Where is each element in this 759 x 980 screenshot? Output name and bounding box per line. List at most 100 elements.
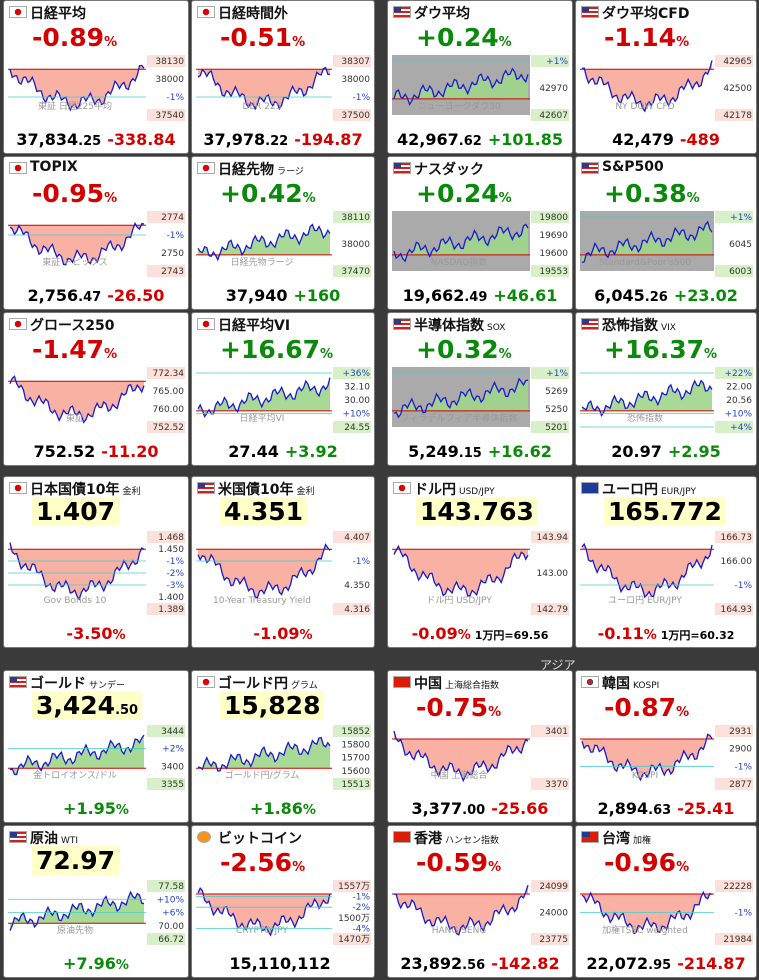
tile-title: 香港 ハンセン指数 bbox=[414, 828, 499, 848]
change: -0.11% bbox=[597, 624, 657, 643]
flag-icon bbox=[393, 676, 411, 688]
chart-area bbox=[582, 892, 712, 934]
market-name: 米国債10年 bbox=[218, 482, 294, 498]
axis-label: 2750 bbox=[161, 249, 184, 259]
axis-label-bg bbox=[531, 265, 569, 277]
market-tile: ダウ平均CFD -1.14% NY DOW CFD 42965 42500 42178 42… bbox=[575, 0, 757, 154]
change: +1.95% bbox=[63, 799, 129, 818]
market-name: 日経平均VI bbox=[218, 318, 291, 334]
market-name: TOPIX bbox=[30, 159, 78, 175]
watermark: 恐怖指数 bbox=[627, 412, 663, 424]
axis-label: +36% bbox=[342, 369, 370, 379]
headline: -0.89% bbox=[32, 23, 118, 52]
flag-icon bbox=[581, 6, 599, 18]
axis-label-bg bbox=[715, 603, 753, 615]
flag-icon bbox=[393, 831, 411, 843]
axis-label: 1.389 bbox=[158, 605, 184, 615]
axis-label: 38000 bbox=[341, 240, 370, 250]
axis-label-bg bbox=[147, 880, 185, 892]
tile-title: グロース250 bbox=[30, 315, 115, 335]
headline: 143.763 bbox=[416, 497, 538, 526]
bottom-row: 5,249.15 +16.62 bbox=[388, 442, 572, 461]
price-line bbox=[197, 66, 331, 111]
price: 37,940 bbox=[225, 286, 288, 305]
price-line bbox=[197, 223, 331, 262]
axis-label-bg bbox=[531, 778, 569, 790]
flag-icon bbox=[9, 831, 27, 843]
bottom-row: 2,894.63 -25.41 bbox=[576, 799, 756, 818]
axis-label-bg bbox=[715, 421, 753, 433]
change: -194.87 bbox=[294, 130, 363, 149]
mini-chart: 東証 772.34 765.00 760.00 752.52 bbox=[8, 367, 185, 433]
change: +46.61 bbox=[493, 286, 558, 305]
axis-label: 1.450 bbox=[158, 545, 184, 555]
market-tile: 日経平均VI +16.67% 日経平均VI +36% 32.10 30.00 +10% 24.… bbox=[191, 312, 375, 466]
headline: -0.87% bbox=[604, 693, 690, 722]
axis-label-bg bbox=[147, 55, 185, 67]
chart-area bbox=[10, 376, 144, 423]
market-name: グロース250 bbox=[30, 318, 115, 334]
axis-label: 752.52 bbox=[153, 423, 185, 433]
market-name: 日本国債10年 bbox=[30, 482, 120, 498]
market-tile: ナスダック +0.24% NASDAQ指数 19800 19690 19600 19553 1… bbox=[387, 156, 573, 310]
axis-label-bg bbox=[531, 211, 569, 223]
price: 5,249.15 bbox=[408, 442, 482, 461]
price: 6,045.26 bbox=[594, 286, 668, 305]
axis-label: 21984 bbox=[723, 935, 752, 945]
axis-label: +1% bbox=[546, 57, 568, 67]
axis-label-bg bbox=[715, 778, 753, 790]
market-name: 恐怖指数 bbox=[602, 318, 658, 334]
price: 42,967.62 bbox=[397, 130, 482, 149]
flag-icon bbox=[581, 831, 599, 843]
headline: -0.96% bbox=[604, 848, 690, 877]
axis-label: -1% bbox=[734, 762, 752, 772]
chart-area bbox=[582, 544, 712, 598]
axis-label-bg bbox=[333, 421, 371, 433]
axis-label: 66.72 bbox=[158, 935, 184, 945]
market-tile: ゴールド円 グラム 15,828 ゴールド円/グラム 15852 15800 15700 15… bbox=[191, 670, 375, 823]
axis-label-bg bbox=[531, 933, 569, 945]
tile-title: 台湾 加権 bbox=[602, 828, 651, 848]
market-name: ナスダック bbox=[414, 162, 484, 178]
watermark: 中国 上海総合 bbox=[431, 769, 488, 781]
axis-label: +10% bbox=[724, 410, 752, 420]
axis-label: 32.10 bbox=[344, 383, 370, 393]
bottom-row: 37,940 +160 bbox=[192, 286, 374, 305]
market-tile: 香港 ハンセン指数 -0.59% HANG SENG 24099 24000 23775 23… bbox=[387, 825, 573, 978]
axis-label: 772.34 bbox=[153, 369, 185, 379]
mini-chart: DER 225 38307 38000 -1% 37500 bbox=[196, 55, 371, 121]
axis-label-bg bbox=[715, 725, 753, 737]
price: 37,834.25 bbox=[16, 130, 102, 149]
market-name: 台湾 bbox=[602, 831, 630, 847]
watermark: ユーロ円 EUR/JPY bbox=[608, 595, 682, 606]
bottom-row: 20.97 +2.95 bbox=[576, 442, 756, 461]
chart-area bbox=[582, 221, 712, 263]
watermark: ニューヨークダウ30 bbox=[417, 100, 500, 112]
axis-label: -1% bbox=[166, 231, 184, 241]
axis-label: -1% bbox=[352, 893, 370, 903]
flag-icon bbox=[197, 162, 215, 174]
headline: +0.24% bbox=[416, 23, 512, 52]
market-sub: SOX bbox=[487, 323, 506, 333]
change: +23.02 bbox=[673, 286, 738, 305]
price-line bbox=[393, 67, 529, 106]
tile-title: ゴールド円 グラム bbox=[218, 673, 318, 693]
market-sub: EUR/JPY bbox=[661, 487, 696, 497]
watermark: KOSPI bbox=[632, 771, 658, 781]
price-line bbox=[393, 730, 529, 783]
tile-title: ダウ平均CFD bbox=[602, 3, 689, 23]
price-line bbox=[393, 223, 529, 263]
tile-title: 恐怖指数 VIX bbox=[602, 315, 676, 335]
axis-label: 765.00 bbox=[153, 387, 185, 397]
flag-icon bbox=[581, 482, 599, 494]
price-line bbox=[9, 375, 145, 424]
price: 2,894.63 bbox=[597, 799, 672, 818]
mini-chart: 東証 日経225平均 38130 38000 -1% 37540 bbox=[8, 55, 185, 121]
market-tile: グロース250 -1.47% 東証 772.34 765.00 760.00 752.52 7… bbox=[3, 312, 189, 466]
price-line bbox=[393, 377, 529, 419]
watermark: Standard&Poor's500 bbox=[599, 258, 691, 268]
headline: 4.351 bbox=[220, 497, 308, 526]
axis-label: 6045 bbox=[729, 240, 752, 250]
axis-label: 42607 bbox=[539, 111, 568, 121]
